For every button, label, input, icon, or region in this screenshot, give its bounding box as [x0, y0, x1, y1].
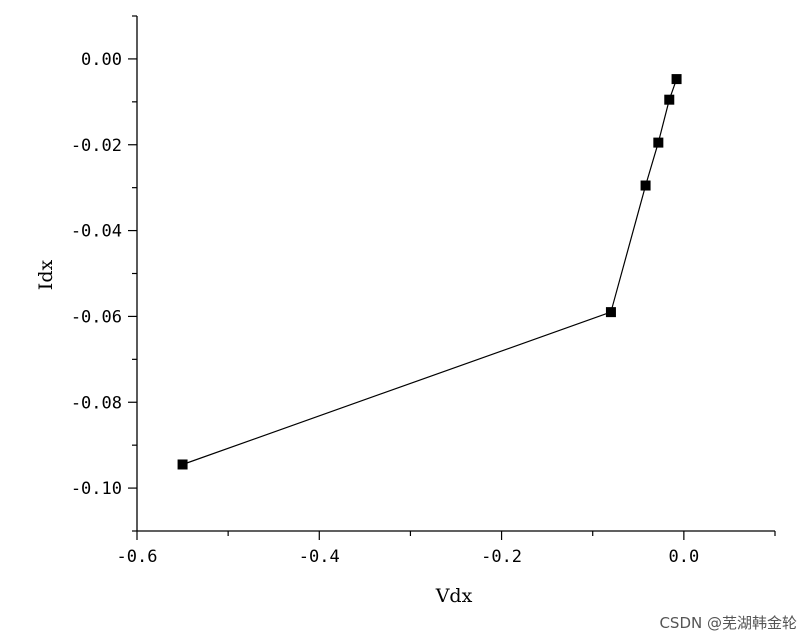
y-tick-label: 0.00	[81, 50, 122, 70]
x-tick-label: -0.4	[299, 547, 340, 567]
x-tick-label: -0.6	[117, 547, 158, 567]
y-axis-title: Idx	[35, 260, 57, 291]
x-axis-title: Vdx	[435, 585, 473, 607]
data-point-marker	[605, 307, 616, 318]
y-tick-label: -0.06	[71, 307, 122, 327]
data-point-marker	[640, 180, 651, 191]
y-tick-label: -0.10	[71, 479, 122, 499]
x-tick-label: -0.2	[481, 547, 522, 567]
series-line	[182, 78, 678, 466]
y-tick-label: -0.08	[71, 393, 122, 413]
x-tick-label: 0.0	[668, 547, 699, 567]
data-point-marker	[671, 74, 682, 85]
data-point-marker	[664, 94, 675, 105]
axes	[136, 16, 775, 532]
y-tick-label: -0.02	[71, 136, 122, 156]
watermark-text: CSDN @芜湖韩金轮	[659, 614, 797, 632]
ticks: -0.6 -0.4 -0.2 0.0 0.00 -0.02 -0.04 -0.06 -0.08 -…	[71, 15, 776, 567]
y-tick-label: -0.04	[71, 222, 122, 242]
data-point-marker	[177, 459, 188, 470]
series-layer	[177, 74, 682, 470]
data-point-marker	[653, 137, 664, 148]
